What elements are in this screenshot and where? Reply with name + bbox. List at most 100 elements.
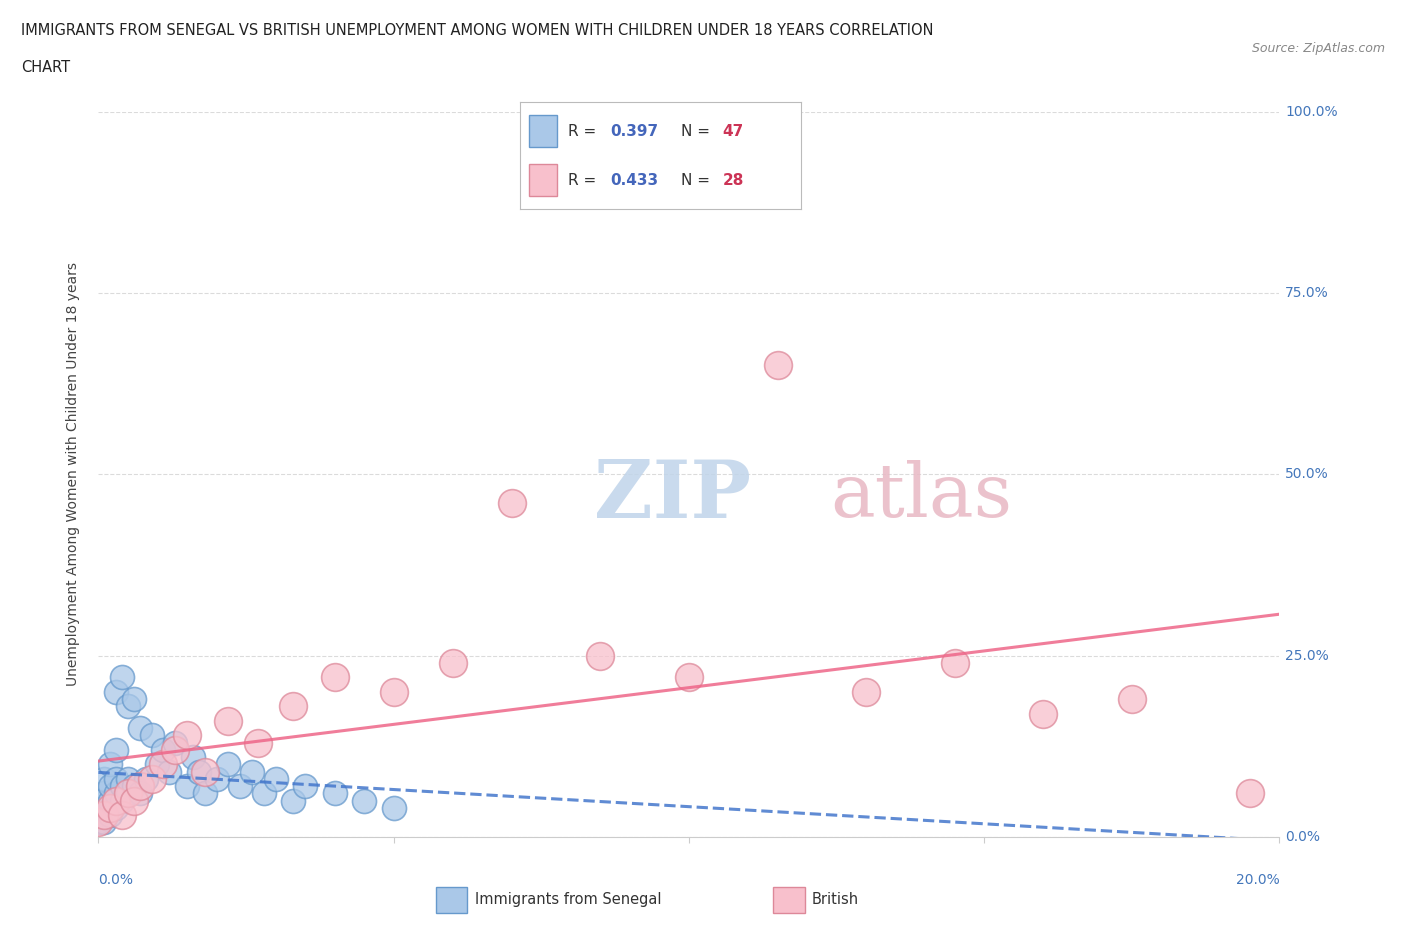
- Point: [217, 713, 239, 728]
- Point: [122, 793, 145, 808]
- Text: British: British: [813, 892, 859, 908]
- Point: [253, 786, 276, 801]
- Point: [678, 670, 700, 684]
- Point: [1121, 692, 1143, 707]
- Point: [105, 684, 128, 699]
- Point: [122, 692, 145, 707]
- Text: IMMIGRANTS FROM SENEGAL VS BRITISH UNEMPLOYMENT AMONG WOMEN WITH CHILDREN UNDER : IMMIGRANTS FROM SENEGAL VS BRITISH UNEMP…: [21, 23, 934, 38]
- Point: [1032, 706, 1054, 721]
- Point: [111, 778, 134, 793]
- Point: [294, 778, 316, 793]
- Point: [205, 772, 228, 787]
- Point: [98, 793, 121, 808]
- Text: R =: R =: [568, 124, 602, 139]
- Point: [141, 772, 163, 787]
- Point: [264, 772, 287, 787]
- Point: [117, 786, 139, 801]
- Text: N =: N =: [681, 124, 714, 139]
- Point: [111, 793, 134, 808]
- Point: [1239, 786, 1261, 801]
- Text: 25.0%: 25.0%: [1285, 648, 1329, 663]
- Point: [111, 808, 134, 823]
- Point: [128, 778, 150, 793]
- Point: [117, 786, 139, 801]
- Text: 47: 47: [723, 124, 744, 139]
- Point: [353, 793, 375, 808]
- Point: [165, 742, 187, 757]
- Point: [187, 764, 209, 779]
- Text: 100.0%: 100.0%: [1285, 104, 1339, 119]
- Point: [105, 793, 128, 808]
- Point: [181, 750, 204, 764]
- Text: 28: 28: [723, 173, 744, 188]
- Point: [283, 699, 305, 714]
- Point: [122, 778, 145, 793]
- Point: [128, 786, 150, 801]
- Point: [766, 358, 789, 373]
- Point: [323, 670, 346, 684]
- Point: [98, 757, 121, 772]
- Point: [246, 736, 269, 751]
- Text: 0.397: 0.397: [610, 124, 658, 139]
- Point: [165, 736, 187, 751]
- Point: [382, 684, 405, 699]
- Point: [87, 808, 110, 823]
- Point: [152, 757, 174, 772]
- Point: [105, 772, 128, 787]
- Y-axis label: Unemployment Among Women with Children Under 18 years: Unemployment Among Women with Children U…: [66, 262, 80, 686]
- Text: 0.433: 0.433: [610, 173, 658, 188]
- Point: [943, 656, 966, 671]
- FancyBboxPatch shape: [773, 887, 804, 912]
- Text: N =: N =: [681, 173, 714, 188]
- Text: atlas: atlas: [831, 459, 1012, 533]
- Point: [135, 772, 157, 787]
- Point: [98, 801, 121, 816]
- Point: [146, 757, 169, 772]
- Point: [323, 786, 346, 801]
- Point: [105, 742, 128, 757]
- Point: [93, 808, 115, 823]
- Point: [117, 772, 139, 787]
- Point: [441, 656, 464, 671]
- Point: [93, 815, 115, 830]
- Text: CHART: CHART: [21, 60, 70, 75]
- Point: [152, 742, 174, 757]
- Point: [111, 670, 134, 684]
- Point: [98, 808, 121, 823]
- Point: [98, 778, 121, 793]
- Point: [217, 757, 239, 772]
- FancyBboxPatch shape: [436, 887, 467, 912]
- FancyBboxPatch shape: [529, 115, 557, 147]
- Text: ZIP: ZIP: [595, 457, 751, 535]
- Point: [283, 793, 305, 808]
- Point: [382, 801, 405, 816]
- Text: R =: R =: [568, 173, 602, 188]
- Point: [240, 764, 263, 779]
- FancyBboxPatch shape: [529, 165, 557, 196]
- Point: [229, 778, 252, 793]
- Point: [176, 778, 198, 793]
- Point: [105, 786, 128, 801]
- Text: 75.0%: 75.0%: [1285, 286, 1329, 300]
- Text: 20.0%: 20.0%: [1236, 873, 1279, 887]
- Point: [93, 786, 115, 801]
- Point: [87, 815, 110, 830]
- Point: [128, 721, 150, 736]
- Text: Immigrants from Senegal: Immigrants from Senegal: [475, 892, 661, 908]
- Text: Source: ZipAtlas.com: Source: ZipAtlas.com: [1251, 42, 1385, 55]
- Point: [501, 496, 523, 511]
- Point: [141, 728, 163, 743]
- Text: 50.0%: 50.0%: [1285, 467, 1329, 482]
- Point: [87, 793, 110, 808]
- Point: [855, 684, 877, 699]
- Point: [157, 764, 180, 779]
- Point: [117, 699, 139, 714]
- Point: [93, 772, 115, 787]
- Point: [176, 728, 198, 743]
- Point: [194, 786, 217, 801]
- Point: [589, 648, 612, 663]
- Point: [194, 764, 217, 779]
- Point: [87, 815, 110, 830]
- Text: 0.0%: 0.0%: [98, 873, 134, 887]
- Point: [93, 801, 115, 816]
